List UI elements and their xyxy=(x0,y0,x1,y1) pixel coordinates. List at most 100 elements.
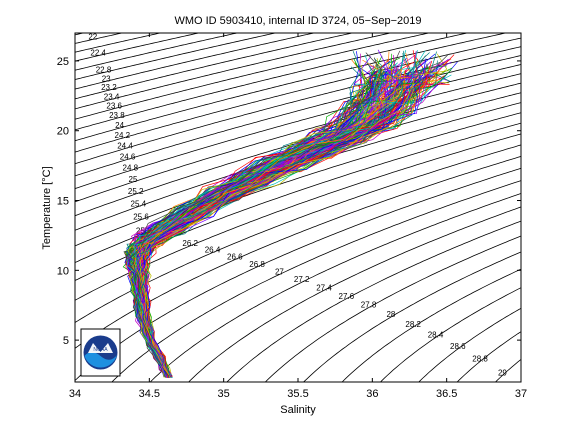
x-tick-label: 35.5 xyxy=(287,388,308,400)
isopycnal-line xyxy=(75,167,521,382)
y-tick-label: 15 xyxy=(57,196,69,208)
isopycnal-label: 22.8 xyxy=(96,66,112,75)
profile-trace xyxy=(134,50,418,376)
isopycnal-line xyxy=(75,33,354,100)
isopycnal-label: 28 xyxy=(386,310,395,319)
isopycnal-line xyxy=(226,220,521,382)
y-tick-label: 25 xyxy=(57,56,69,68)
x-tick-label: 36 xyxy=(366,388,378,400)
isopycnal-line xyxy=(75,64,521,190)
isopycnal-line xyxy=(75,37,521,153)
x-tick-label: 34 xyxy=(69,388,81,400)
x-tick-label: 36.5 xyxy=(436,388,457,400)
isopycnal-line xyxy=(75,33,278,80)
isopycnal-label: 27.6 xyxy=(339,292,355,301)
x-tick-label: 37 xyxy=(515,388,527,400)
isopycnal-label: 23.4 xyxy=(104,92,120,101)
y-tick-label: 10 xyxy=(57,265,69,277)
isopycnal-label: 26.6 xyxy=(227,253,243,262)
isopycnal-line xyxy=(75,33,163,53)
x-tick-label: 35 xyxy=(218,388,230,400)
profile-lines xyxy=(122,49,458,379)
isopycnal-line xyxy=(60,6,134,22)
isopycnal-line xyxy=(456,331,521,382)
isopycnal-line xyxy=(341,268,521,382)
profile-trace xyxy=(135,59,423,378)
isopycnal-label: 25.4 xyxy=(131,200,147,209)
isopycnal-line xyxy=(149,193,521,382)
y-tick-label: 5 xyxy=(63,335,69,347)
isopycnal-label: 24 xyxy=(115,121,124,130)
profile-trace xyxy=(139,70,439,377)
isopycnal-line xyxy=(75,33,393,110)
isopycnal-line xyxy=(111,180,521,382)
isopycnal-line xyxy=(75,46,521,165)
noaa-logo-text: NOAA xyxy=(93,347,108,353)
isopycnal-line xyxy=(75,33,508,142)
isopycnal-line xyxy=(75,73,521,203)
isopycnal-line xyxy=(75,55,521,177)
isopycnal-label: 25.6 xyxy=(133,213,149,222)
y-axis-label: Temperature [°C] xyxy=(41,166,53,249)
isopycnal-line xyxy=(188,206,521,382)
profile-trace xyxy=(134,76,407,377)
profile-trace xyxy=(141,58,451,378)
y-axis-ticks: 5 10 15 20 25 xyxy=(57,56,521,347)
isopycnal-label: 29.4 xyxy=(539,404,555,413)
x-axis-label: Salinity xyxy=(280,404,316,416)
isopycnal-label: 23.2 xyxy=(101,83,117,92)
profile-trace xyxy=(126,50,362,377)
profile-trace xyxy=(125,51,363,378)
isopycnal-label: 22 xyxy=(88,32,97,41)
isopycnal-line xyxy=(75,33,431,120)
isopycnal-label: 28.2 xyxy=(405,320,421,329)
isopycnal-line xyxy=(418,307,521,382)
profile-trace xyxy=(127,53,364,377)
isopycnal-line xyxy=(75,33,316,90)
isopycnal-line xyxy=(75,33,124,44)
isopycnal-label: 28.4 xyxy=(428,331,444,340)
isopycnal-label: 28.6 xyxy=(450,342,466,351)
isopycnal-line xyxy=(60,5,99,13)
isopycnal-line xyxy=(303,251,521,382)
isopycnal-line xyxy=(75,82,521,217)
profile-trace xyxy=(128,78,365,377)
isopycnal-label: 26.4 xyxy=(205,246,221,255)
isopycnal-line xyxy=(60,6,173,30)
x-tick-label: 34.5 xyxy=(139,388,160,400)
isopycnal-label: 24.2 xyxy=(115,131,131,140)
isopycnal-label: 24.6 xyxy=(120,152,136,161)
isopycnal-label: 27.8 xyxy=(361,301,377,310)
isopycnal-label: 25.2 xyxy=(128,187,144,196)
isopycnal-label: 29 xyxy=(498,368,507,377)
profile-trace xyxy=(139,83,450,377)
isopycnal-label: 28.8 xyxy=(472,355,488,364)
isopycnal-label: 22.4 xyxy=(90,49,106,58)
isopycnal-line xyxy=(264,235,521,382)
isopycnal-label: 27.2 xyxy=(294,275,310,284)
isopycnal-label: 26.2 xyxy=(182,239,198,248)
isopycnal-label: 27.4 xyxy=(316,283,332,292)
isopycnal-label: 23.8 xyxy=(109,111,125,120)
x-axis-ticks: 34 34.5 35 35.5 36 36.5 37 xyxy=(69,33,527,400)
isopycnal-label: 25 xyxy=(129,175,138,184)
profile-trace xyxy=(128,52,382,377)
isopycnal-line xyxy=(75,33,239,71)
isopycnal-label: 23 xyxy=(102,74,111,83)
noaa-logo: NOAA xyxy=(80,328,121,377)
isopycnal-line xyxy=(75,33,201,62)
isopycnal-label: 23.6 xyxy=(106,102,122,111)
isopycnal-label: 24.4 xyxy=(117,142,133,151)
profile-trace xyxy=(127,64,367,378)
isopycnal-line xyxy=(494,358,521,382)
profile-trace xyxy=(132,77,417,378)
isopycnal-label: 26.8 xyxy=(249,260,265,269)
noaa-logo-wave xyxy=(84,352,117,368)
chart-title: WMO ID 5903410, internal ID 3724, 05−Sep… xyxy=(174,15,421,27)
isopycnal-label: 24.8 xyxy=(123,164,139,173)
isopycnal-line xyxy=(75,33,470,131)
isopycnal-labels: 2222.422.82323.223.423.623.82424.224.424… xyxy=(88,32,555,413)
y-tick-label: 20 xyxy=(57,126,69,138)
isopycnal-label: 27 xyxy=(275,267,284,276)
